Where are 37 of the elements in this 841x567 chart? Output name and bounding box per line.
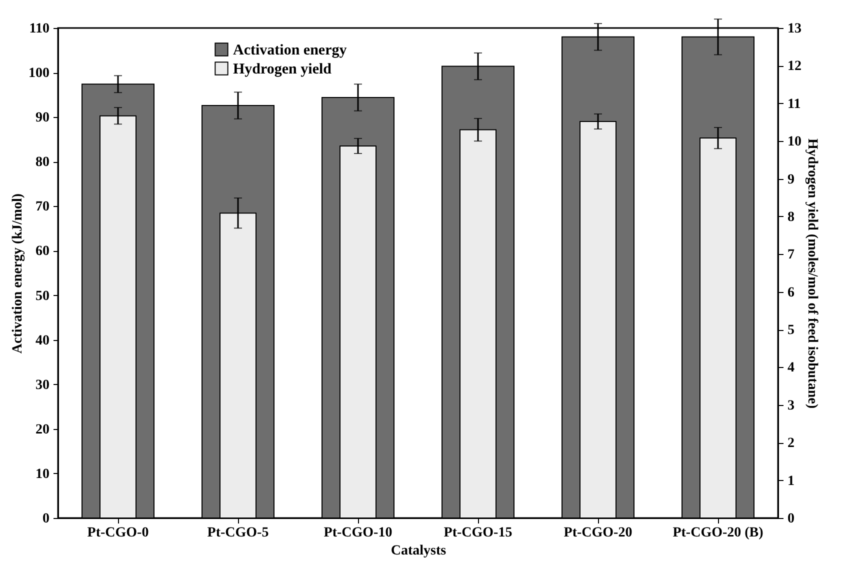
y2-tick-label: 12 (788, 59, 802, 74)
y-tick-label: 70 (36, 200, 50, 215)
x-tick-label: Pt-CGO-15 (444, 526, 512, 540)
y-tick-label: 90 (36, 110, 50, 126)
y2-tick-label: 13 (788, 22, 802, 36)
y-tick-label: 110 (29, 22, 50, 36)
y-tick-label: 30 (36, 378, 50, 393)
y2-tick-label: 5 (788, 323, 794, 338)
legend-label: Hydrogen yield (233, 62, 332, 78)
y-axis-title: Activation energy (kJ/mol) (10, 193, 26, 354)
y2-tick-label: 1 (788, 474, 794, 489)
x-tick-label: Pt-CGO-20 (564, 526, 632, 540)
x-axis-title: Catalysts (390, 544, 447, 558)
y-tick-label: 60 (36, 244, 50, 260)
y2-tick-label: 2 (788, 436, 794, 452)
legend-label: Activation energy (233, 42, 348, 58)
x-tick-label: Pt-CGO-10 (324, 526, 392, 540)
y2-tick-label: 10 (788, 134, 802, 150)
y-tick-label: 100 (28, 66, 50, 82)
y2-tick-label: 4 (788, 360, 794, 376)
y2-tick-label: 0 (788, 512, 794, 526)
y2-tick-label: 11 (788, 96, 801, 112)
y2-tick-label: 6 (788, 285, 794, 300)
y-tick-label: 50 (36, 288, 50, 304)
y2-axis-title: Hydrogen yield (moles/mol of feed isobutane) (804, 138, 820, 409)
x-tick-label: Pt-CGO-0 (87, 526, 149, 540)
x-tick-label: Pt-CGO-5 (207, 526, 269, 540)
y2-tick-label: 7 (788, 248, 794, 263)
y2-tick-label: 8 (788, 210, 794, 225)
x-tick-label: Pt-CGO-20 (B) (672, 526, 764, 540)
y-tick-label: 10 (36, 466, 50, 482)
y-tick-label: 0 (42, 512, 50, 526)
y-tick-label: 80 (36, 155, 50, 170)
y-tick-label: 40 (36, 333, 50, 348)
y2-tick-label: 9 (788, 172, 794, 188)
y2-tick-label: 3 (788, 398, 794, 414)
y-tick-label: 20 (36, 422, 50, 438)
